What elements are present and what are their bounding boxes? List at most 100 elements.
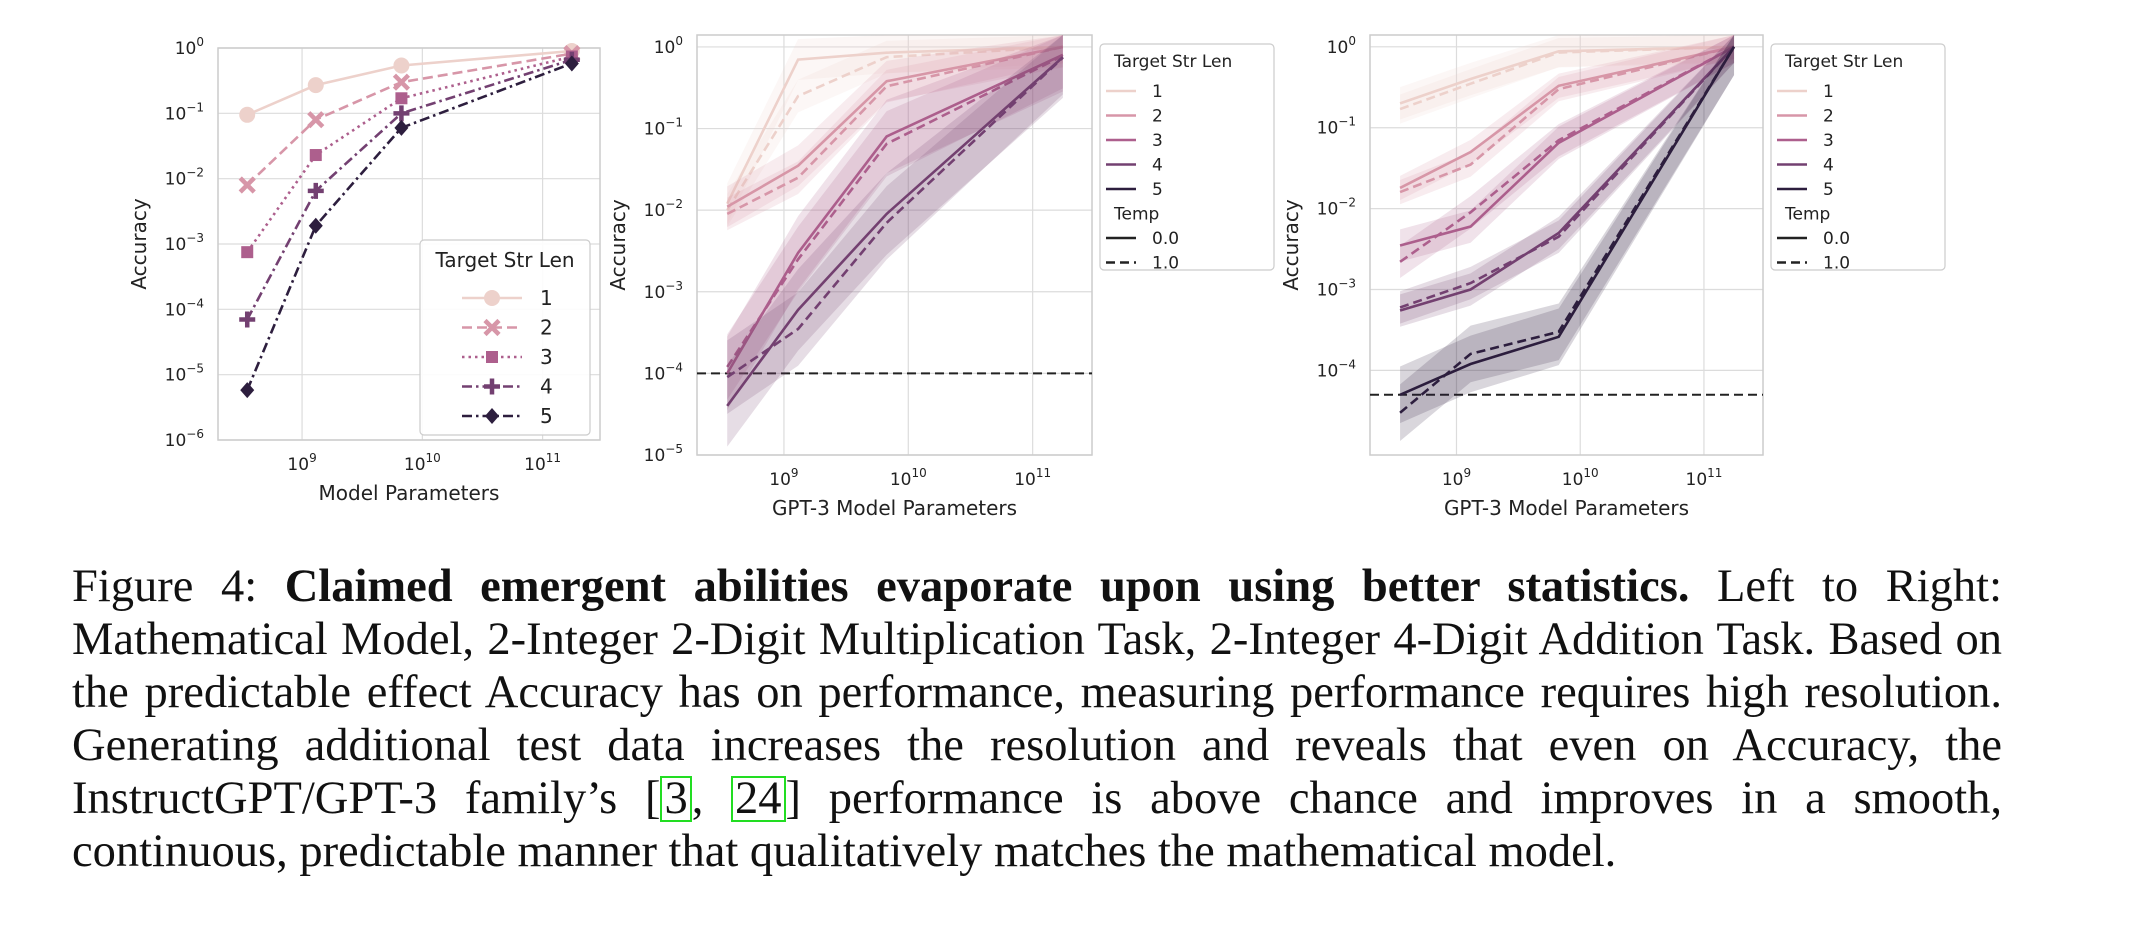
series-ci-band	[727, 35, 1063, 414]
series-ci-band	[1400, 35, 1735, 327]
series-line-5	[1399, 46, 1736, 396]
data-point-marker	[241, 246, 254, 259]
series-ci-band	[727, 35, 1063, 411]
legend-entry-label: 4	[1152, 156, 1163, 176]
legend-entry-label: 5	[1823, 180, 1834, 200]
caption-prefix: Figure 4:	[72, 561, 285, 612]
legend-box	[1770, 43, 1946, 271]
legend-entry-label: 5	[540, 404, 553, 428]
figure-caption: Figure 4: Claimed emergent abilities eva…	[72, 560, 2002, 878]
legend-entry-label: 1	[1823, 82, 1834, 102]
series-ci-band	[727, 35, 1063, 227]
y-tick-label: 10−5	[165, 362, 204, 386]
x-tick-label: 109	[1442, 466, 1471, 490]
x-tick-label: 109	[287, 451, 316, 475]
y-tick-label: 10−1	[644, 116, 683, 140]
legend-entry-label: 2	[1152, 107, 1163, 127]
legend-entry-label: 0.0	[1823, 229, 1850, 249]
series-line-3	[246, 55, 573, 253]
y-tick-label: 10−4	[644, 360, 683, 384]
y-axis-label: Accuracy	[127, 198, 151, 289]
series-line-4	[726, 56, 1064, 379]
series-line-4	[1399, 45, 1735, 312]
legend-entry-label: 2	[1823, 107, 1834, 127]
legend-entry-label: 3	[540, 345, 553, 369]
caption-text-part1: Left to Right: Mathematical Model, 2-Int…	[72, 561, 2003, 824]
series-line-3	[726, 54, 1064, 368]
x-tick-label: 109	[769, 466, 798, 490]
series-ci-band	[1400, 35, 1735, 278]
y-axis-label: Accuracy	[606, 199, 630, 290]
series-line-2	[726, 45, 1064, 208]
x-axis-label: GPT-3 Model Parameters	[1444, 496, 1689, 520]
legend-entry-label: 5	[1152, 180, 1163, 200]
series-ci-band	[727, 35, 1063, 400]
legend-marker	[485, 408, 499, 424]
legend-title: Target Str Len	[1784, 52, 1903, 72]
series-ci-band	[727, 35, 1063, 447]
y-tick-label: 10−6	[165, 427, 204, 451]
x-axis-label: Model Parameters	[319, 481, 500, 505]
y-tick-label: 10−2	[165, 166, 204, 190]
legend-marker	[484, 290, 500, 306]
series-ci-band	[727, 35, 1063, 228]
legend-marker	[483, 318, 501, 337]
y-axis-label: Accuracy	[1279, 199, 1303, 290]
legend-title: Target Str Len	[434, 248, 574, 272]
legend-entry-label: 4	[1823, 156, 1834, 176]
data-point-marker	[394, 119, 409, 136]
data-point-marker	[238, 176, 256, 194]
x-tick-label: 1010	[404, 451, 441, 475]
series-line-2	[1399, 45, 1735, 190]
y-tick-label: 10−2	[644, 197, 683, 221]
series-line-4	[726, 56, 1064, 407]
data-point-marker	[239, 311, 256, 328]
citation-link-24[interactable]: 24	[731, 775, 786, 822]
chart-panel-2: 109 1010 1011 100 10−1 10−2 10−3 10−4 10−5 GPT-3 …	[606, 34, 1275, 520]
legend-entry-label: 1	[540, 286, 553, 310]
caption-text-part2: ] performance is above chance and improv…	[72, 773, 2003, 877]
y-tick-label: 100	[175, 35, 204, 59]
data-point-marker	[309, 149, 322, 162]
y-tick-label: 10−5	[644, 442, 683, 466]
legend-entry-label: 1.0	[1823, 254, 1850, 274]
x-tick-label: 1011	[1014, 466, 1051, 490]
legend-entry-label: 4	[540, 375, 553, 399]
data-point-marker	[307, 182, 324, 199]
data-point-marker	[392, 73, 411, 91]
data-point-marker	[393, 57, 410, 74]
citation-link-3[interactable]: 3	[660, 775, 692, 822]
plot-frame	[696, 34, 1093, 456]
caption-separator: ,	[691, 773, 732, 824]
x-tick-label: 1011	[1686, 466, 1723, 490]
series-ci-band	[1400, 35, 1735, 120]
plot-frame	[1369, 34, 1764, 456]
legend-entry-label: 3	[1152, 131, 1163, 151]
series-line-4	[246, 58, 573, 321]
series-line-1	[1399, 45, 1735, 111]
legend-entry-label: 1	[1152, 82, 1163, 102]
series-line-3	[1399, 45, 1735, 263]
legend-entry-label: 1.0	[1152, 254, 1179, 274]
legend-entry-label: 0.0	[1152, 229, 1179, 249]
legend-box	[1099, 43, 1275, 271]
y-tick-label: 10−1	[165, 100, 204, 124]
y-tick-label: 10−4	[1317, 357, 1356, 381]
data-point-marker	[395, 92, 408, 105]
y-tick-label: 10−4	[165, 296, 204, 320]
data-point-marker	[239, 106, 256, 123]
caption-bold-title: Claimed emergent abilities evaporate upo…	[284, 561, 1690, 612]
data-point-marker	[240, 382, 255, 399]
series-ci-band	[1400, 35, 1735, 124]
x-tick-label: 1010	[1562, 466, 1599, 490]
legend-marker	[484, 378, 500, 395]
data-point-marker	[564, 55, 579, 72]
series-line-5	[246, 62, 573, 391]
series-line-2	[726, 45, 1064, 216]
data-point-marker	[307, 77, 324, 94]
series-line-5	[1399, 46, 1736, 414]
legend-subtitle: Temp	[1113, 205, 1159, 225]
y-tick-label: 100	[1327, 34, 1356, 58]
x-tick-label: 1011	[524, 451, 561, 475]
figure-charts: 109 1010 1011 100 10−1 10−2 10−3 10−4 10−5 10−6 Mo…	[127, 34, 1946, 520]
